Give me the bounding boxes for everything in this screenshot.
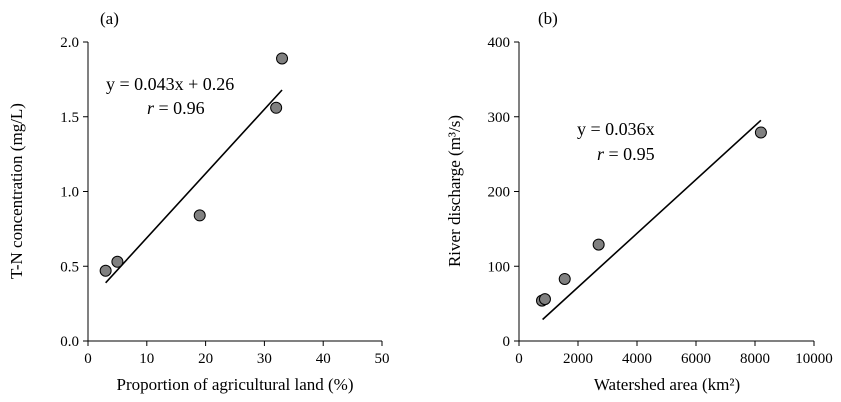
x-tick-label: 10000: [795, 351, 833, 367]
panel-label-b: (b): [538, 9, 558, 28]
x-tick-labels-a: 0 10 20 30 40 50: [84, 341, 390, 367]
y-tick-label: 1.0: [60, 185, 79, 201]
data-point: [270, 101, 283, 114]
x-axis-label-a: Proportion of agricultural land (%): [117, 375, 354, 394]
data-point: [99, 264, 112, 277]
chart-b: (b) 0 100 200 300 400 0 2000 4000 6000 8000 10000…: [445, 9, 833, 394]
x-tick-label: 2000: [563, 351, 593, 367]
x-tick-label: 6000: [681, 351, 711, 367]
x-tick-label: 30: [257, 351, 272, 367]
x-tick-label: 10: [139, 351, 154, 367]
points-b: [536, 126, 767, 307]
data-point: [111, 255, 124, 268]
r-value-a: r = 0.96: [147, 98, 205, 118]
x-tick-label: 4000: [622, 351, 652, 367]
equation-a: y = 0.043x + 0.26: [106, 74, 234, 94]
data-point: [558, 272, 571, 285]
data-point: [754, 126, 767, 139]
y-tick-label: 200: [488, 185, 511, 201]
r-symbol-b: r: [597, 144, 605, 164]
r-value-b: r = 0.95: [597, 144, 655, 164]
y-tick-label: 400: [488, 35, 511, 51]
panel-label-a: (a): [100, 9, 119, 28]
data-point: [538, 293, 551, 306]
y-tick-labels-a: 0.0 0.5 1.0 1.5 2.0: [60, 35, 88, 350]
y-tick-label: 2.0: [60, 35, 79, 51]
y-axis-label-a: T-N concentration (mg/L): [7, 103, 26, 279]
y-tick-label: 0.0: [60, 334, 79, 350]
chart-a: (a) 0.0 0.5 1.0 1.5 2.0 0 10 20 30 40 50 y = 0.04…: [7, 9, 390, 394]
y-tick-label: 0.5: [60, 259, 79, 275]
x-tick-label: 50: [375, 351, 390, 367]
x-tick-label: 20: [198, 351, 213, 367]
data-point: [276, 52, 289, 65]
data-point: [193, 209, 206, 222]
r-symbol-a: r: [147, 98, 155, 118]
r-number-a: = 0.96: [154, 98, 205, 118]
x-tick-label: 0: [84, 351, 92, 367]
x-axis-label-b: Watershed area (km²): [594, 375, 740, 394]
y-tick-label: 0: [503, 334, 511, 350]
y-tick-label: 100: [488, 259, 511, 275]
equation-b: y = 0.036x: [577, 119, 655, 139]
trendline-b: [542, 119, 762, 321]
r-number-b: = 0.95: [604, 144, 655, 164]
trendline-a: [105, 89, 283, 284]
y-axis-label-b: River discharge (m³/s): [445, 115, 464, 267]
data-point: [592, 238, 605, 251]
x-tick-label: 40: [316, 351, 331, 367]
x-tick-label: 0: [515, 351, 523, 367]
y-tick-label: 300: [488, 110, 511, 126]
points-a: [99, 52, 289, 277]
y-tick-label: 1.5: [60, 110, 79, 126]
y-tick-labels-b: 0 100 200 300 400: [488, 35, 519, 350]
x-tick-label: 8000: [740, 351, 770, 367]
x-tick-labels-b: 0 2000 4000 6000 8000 10000: [515, 341, 833, 367]
